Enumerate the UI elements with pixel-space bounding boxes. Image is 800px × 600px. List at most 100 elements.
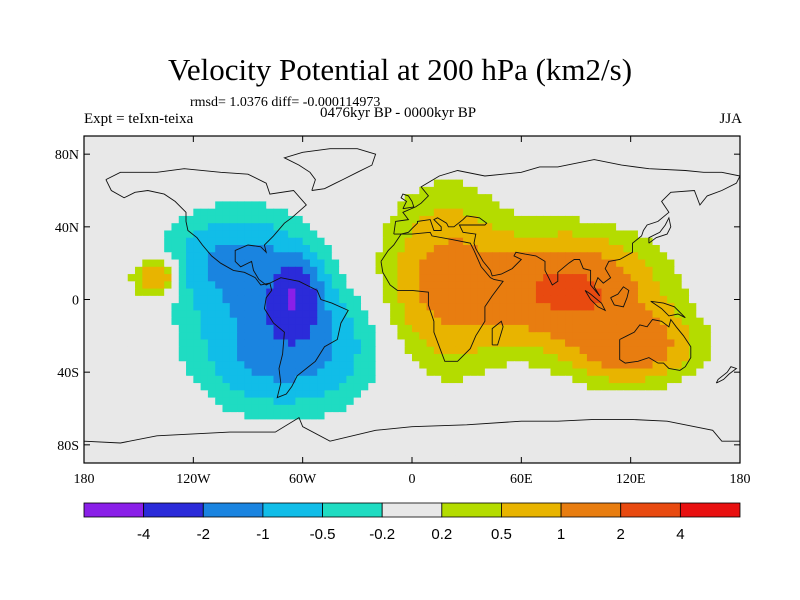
field-cell <box>156 426 165 435</box>
field-cell <box>346 143 355 152</box>
field-cell <box>266 303 275 311</box>
field-cell <box>441 143 450 152</box>
field-cell <box>142 245 151 253</box>
field-cell <box>412 252 420 261</box>
field-cell <box>404 208 413 217</box>
field-cell <box>149 354 158 362</box>
field-cell <box>419 201 428 210</box>
field-cell <box>353 426 362 435</box>
field-cell <box>339 259 347 268</box>
field-cell <box>142 179 151 188</box>
field-cell <box>623 136 632 144</box>
field-cell <box>455 397 464 406</box>
field-cell <box>535 245 544 253</box>
field-cell <box>645 441 654 450</box>
field-cell <box>419 317 428 326</box>
field-cell <box>207 172 216 181</box>
stats-label: rmsd= 1.0376 diff= -0.000114973 <box>190 95 381 110</box>
field-cell <box>448 266 457 275</box>
field-cell <box>273 186 282 195</box>
field-cell <box>288 375 296 384</box>
field-cell <box>397 179 406 188</box>
field-cell <box>601 390 610 399</box>
field-cell <box>273 412 282 420</box>
field-cell <box>288 288 296 297</box>
field-cell <box>178 245 187 253</box>
field-cell <box>339 186 347 195</box>
field-cell <box>696 383 705 391</box>
field-cell <box>463 295 471 304</box>
field-cell <box>514 150 522 159</box>
field-cell <box>113 237 122 246</box>
field-cell <box>732 157 740 166</box>
field-cell <box>674 194 683 202</box>
field-cell <box>353 375 362 384</box>
field-cell <box>200 397 209 406</box>
field-cell <box>652 208 661 217</box>
field-cell <box>455 390 464 399</box>
field-cell <box>142 165 151 173</box>
field-cell <box>164 426 173 435</box>
field-cell <box>244 143 253 152</box>
field-cell <box>521 150 530 159</box>
field-cell <box>521 397 530 406</box>
field-cell <box>135 303 143 311</box>
field-cell <box>608 179 617 188</box>
field-cell <box>295 201 304 210</box>
field-cell <box>84 303 92 311</box>
field-cell <box>404 266 413 275</box>
field-cell <box>645 390 654 399</box>
field-cell <box>84 419 92 428</box>
field-cell <box>419 143 428 152</box>
field-cell <box>616 281 624 290</box>
field-cell <box>579 230 588 239</box>
field-cell <box>594 390 603 399</box>
field-cell <box>419 361 428 370</box>
field-cell <box>135 208 143 217</box>
field-cell <box>514 412 522 420</box>
field-cell <box>594 419 603 428</box>
field-cell <box>652 390 661 399</box>
field-cell <box>725 332 734 341</box>
field-cell <box>251 237 260 246</box>
field-cell <box>630 317 639 326</box>
field-cell <box>149 157 158 166</box>
field-cell <box>280 288 289 297</box>
field-cell <box>142 317 151 326</box>
field-cell <box>448 390 457 399</box>
field-cell <box>156 288 165 297</box>
field-cell <box>659 259 668 268</box>
field-cell <box>200 150 209 159</box>
field-cell <box>91 375 100 384</box>
field-cell <box>594 412 603 420</box>
field-cell <box>288 390 296 399</box>
field-cell <box>412 194 420 202</box>
field-cell <box>346 186 355 195</box>
field-cell <box>426 426 435 435</box>
field-cell <box>339 383 347 391</box>
field-cell <box>258 310 267 319</box>
field-cell <box>659 295 668 304</box>
field-cell <box>696 433 705 442</box>
field-cell <box>543 404 552 413</box>
field-cell <box>579 441 588 450</box>
field-cell <box>164 157 173 166</box>
field-cell <box>120 368 129 377</box>
field-cell <box>251 165 260 173</box>
field-cell <box>375 179 384 188</box>
field-cell <box>652 259 661 268</box>
field-cell <box>623 194 632 202</box>
field-cell <box>390 266 399 275</box>
field-cell <box>586 143 595 152</box>
field-cell <box>375 150 384 159</box>
field-cell <box>477 433 486 442</box>
field-cell <box>156 136 165 144</box>
field-cell <box>164 303 173 311</box>
field-cell <box>703 208 712 217</box>
field-cell <box>244 346 253 355</box>
field-cell <box>492 375 501 384</box>
field-cell <box>178 332 187 341</box>
chart-title: Velocity Potential at 200 hPa (km2/s) <box>167 52 633 87</box>
field-cell <box>251 412 260 420</box>
field-cell <box>186 375 194 384</box>
